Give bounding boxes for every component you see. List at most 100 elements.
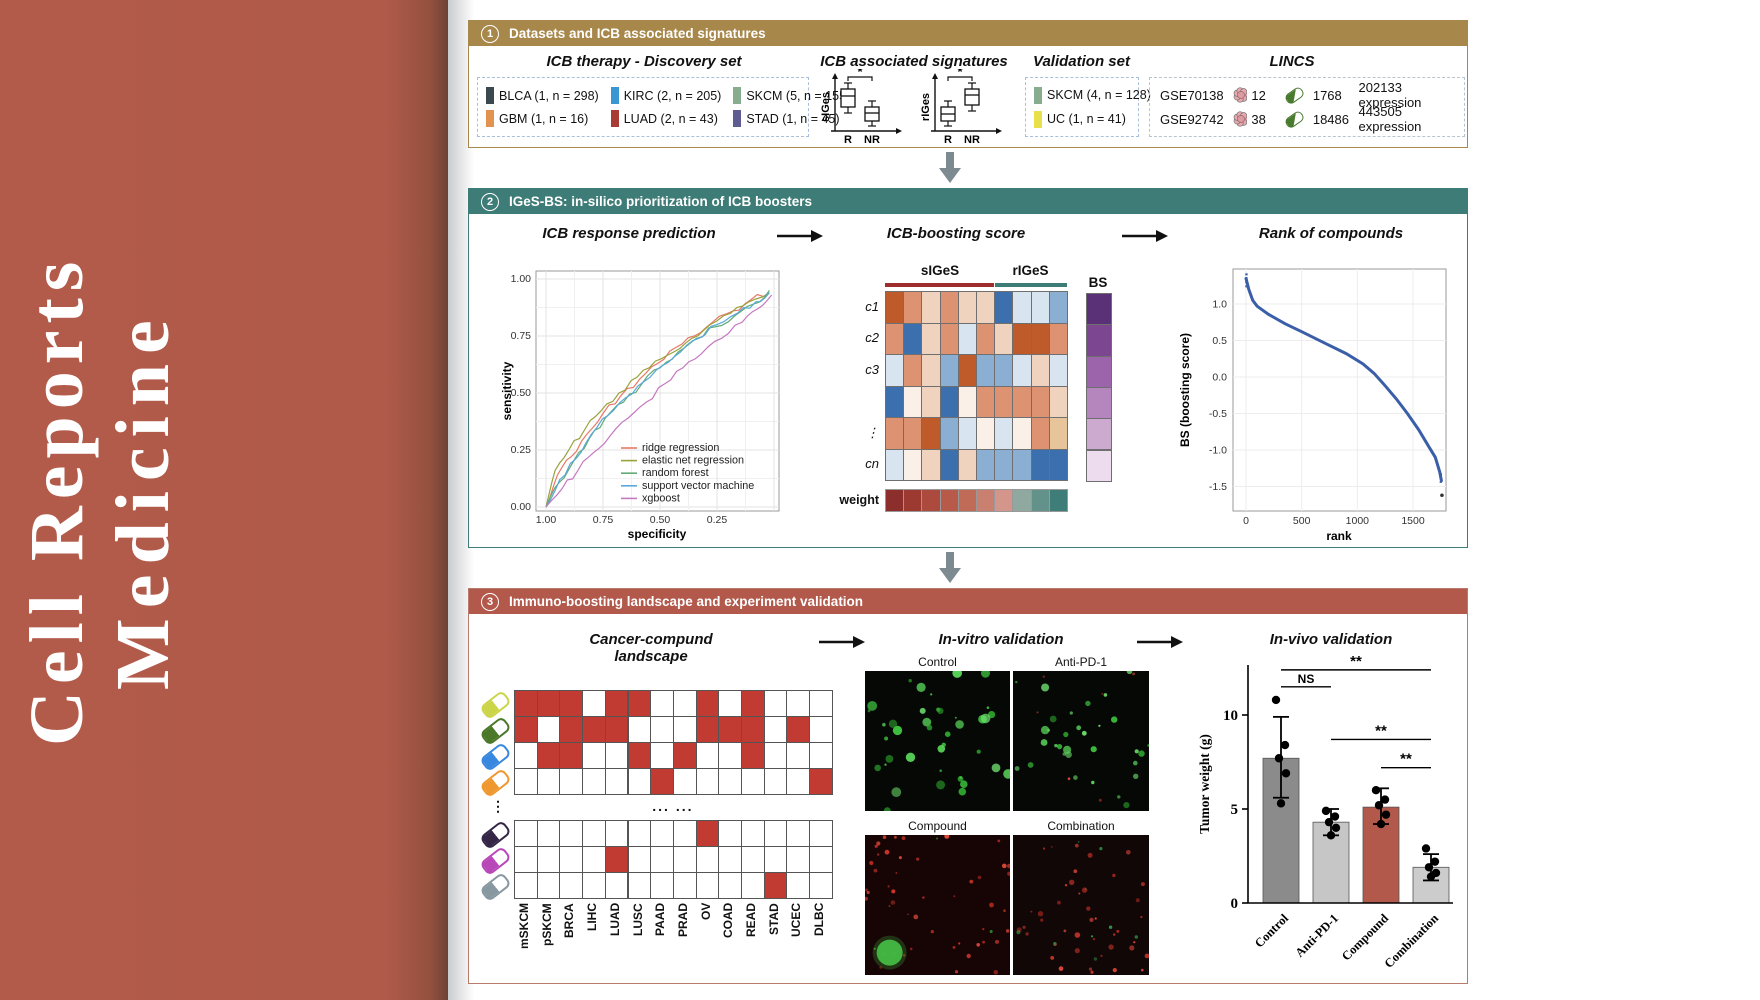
landscape-cell-hit (627, 742, 652, 769)
landscape-cell (514, 742, 538, 769)
weight-row-label: weight (839, 493, 879, 507)
flow-right-arrow-2 (1122, 230, 1168, 242)
landscape-cell-hit (604, 690, 629, 717)
heatmap-cell (885, 448, 905, 481)
heatmap-cell (1030, 291, 1050, 324)
lincs-row: GSE92742 38 18486 443505 expression (1160, 104, 1454, 134)
discovery-legend-item: BLCA (1, n = 298) (486, 87, 599, 104)
flow-down-arrow-2 (939, 552, 961, 583)
heatmap-cell (1048, 448, 1068, 481)
weight-cell (976, 489, 996, 512)
landscape-cell (763, 742, 788, 769)
weight-cell (885, 489, 905, 512)
landscape-column-label: LIHC (585, 903, 600, 931)
landscape-column-label: DLBC (812, 903, 827, 937)
landscape-column-label: mSKCM (517, 903, 531, 950)
legend-label: UC (1, n = 41) (1047, 112, 1126, 126)
landscape-cell (695, 768, 720, 795)
lincs-cell-count: 38 (1251, 111, 1266, 127)
heatmap-group2-label: rIGeS (1012, 263, 1049, 278)
rank-curve (1244, 276, 1443, 483)
heatmap-cell (921, 448, 941, 481)
heatmap-cell (957, 448, 977, 481)
discovery-legend-item: STAD (1, n = 45) (733, 110, 850, 127)
weight-cell (1012, 489, 1032, 512)
landscape-cell (650, 872, 674, 899)
landscape-cell (809, 872, 833, 899)
roc-curve-3 (545, 292, 770, 508)
validation-legend: SKCM (4, n = 128) UC (1, n = 41) (1025, 77, 1151, 137)
svg-text:1.00: 1.00 (511, 273, 532, 285)
landscape-column-label: PRAD (675, 903, 690, 938)
landscape-cell (672, 716, 697, 743)
landscape-cell (741, 872, 765, 899)
landscape-cell (514, 872, 538, 899)
landscape-cell (559, 768, 584, 795)
roc-section-title: ICB response prediction (542, 225, 716, 242)
panel1-title: Datasets and ICB associated signatures (509, 26, 766, 41)
roc-curve-4 (545, 294, 773, 508)
landscape-cell-hit (741, 690, 765, 717)
validation-set-title: Validation set (1033, 53, 1130, 70)
heatmap-cell (1012, 385, 1032, 418)
landscape-cell (672, 768, 697, 795)
svg-text:**: ** (1400, 751, 1412, 768)
svg-text:0.25: 0.25 (511, 444, 532, 456)
legend-label: LUAD (2, n = 43) (623, 111, 718, 126)
landscape-cell (763, 716, 788, 743)
landscape-cell (514, 820, 538, 847)
landscape-cell (514, 768, 538, 795)
legend-label: STAD (1, n = 45) (746, 111, 840, 126)
svg-text:0.75: 0.75 (511, 330, 532, 342)
landscape-cell (582, 820, 606, 847)
landscape-section-title: Cancer-compund landscape (589, 631, 713, 665)
landscape-cell (536, 716, 561, 743)
journal-name-line1: Cell Reports (15, 254, 99, 746)
tumor-weight-bar-chart: ** NS ** ** 0 5 10 Tumor weight (g) Control Anti-… (1197, 653, 1453, 971)
landscape-cell-hit (695, 690, 720, 717)
pill-icon (1284, 108, 1307, 130)
lincs-title: LINCS (1269, 53, 1315, 70)
heatmap-cell (903, 291, 923, 324)
svg-text:-1.0: -1.0 (1209, 445, 1227, 457)
panel3-header: 3 Immuno-boosting landscape and experime… (469, 589, 1467, 614)
microscopy-combination-image (1013, 835, 1149, 975)
landscape-cell-hit (582, 716, 606, 743)
landscape-cell (582, 872, 606, 899)
compound-pill-icon (479, 741, 512, 773)
flow-right-arrow-1 (777, 230, 823, 242)
heatmap-cell (994, 322, 1014, 355)
heatmap-cell (994, 291, 1014, 324)
panel-datasets: 1 Datasets and ICB associated signatures… (468, 20, 1468, 148)
heatmap-cell (939, 322, 959, 355)
panel2-number: 2 (481, 192, 499, 211)
heatmap-cell (939, 291, 959, 324)
svg-text:Combination: Combination (1382, 911, 1442, 971)
bs-cell (1086, 355, 1112, 388)
validation-legend-item: UC (1, n = 41) (1034, 110, 1151, 128)
lincs-compound-count: 1768 (1312, 87, 1342, 103)
panel-iges-bs: 2 IGeS-BS: in-silico prioritization of I… (468, 188, 1468, 548)
discovery-legend-item: SKCM (5, n = 155) (733, 87, 850, 104)
discovery-legend-item: LUAD (2, n = 43) (610, 110, 722, 127)
legend-label: SKCM (5, n = 155) (746, 88, 851, 103)
landscape-column-label: OV (698, 903, 713, 921)
landscape-cell (514, 846, 538, 873)
landscape-cell (809, 820, 833, 847)
compound-pill-icon (479, 819, 512, 851)
legend-swatch (733, 110, 742, 127)
landscape-cell (650, 846, 674, 873)
svg-text:-1.5: -1.5 (1209, 481, 1227, 493)
legend-label: GBM (1, n = 16) (499, 111, 589, 126)
landscape-cell (809, 742, 833, 769)
landscape-cell (786, 742, 811, 769)
heatmap-cell (976, 448, 996, 481)
microscopy-compound-image (865, 835, 1010, 975)
landscape-cell-hit (604, 716, 629, 743)
cell-line-icon (1233, 87, 1248, 103)
svg-text:xgboost: xgboost (642, 492, 680, 504)
landscape-cell (650, 742, 674, 769)
heatmap-cell (957, 385, 977, 418)
landscape-cell (627, 846, 652, 873)
invitro-label-compound: Compound (908, 819, 967, 833)
